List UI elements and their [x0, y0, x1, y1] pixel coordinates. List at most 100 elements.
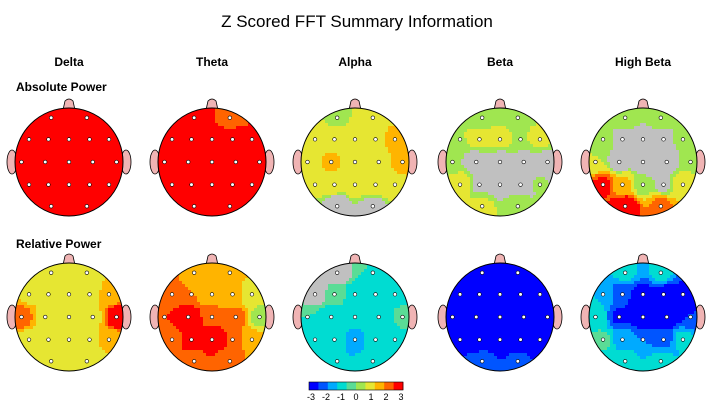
electrode-fz — [209, 137, 215, 142]
electrode-f8 — [537, 137, 543, 142]
electrode-c3 — [474, 314, 479, 320]
electrode-f3 — [620, 137, 625, 142]
electrode-f7 — [312, 292, 318, 297]
electrode-pz — [66, 182, 72, 187]
electrode-c4 — [376, 159, 381, 165]
electrode-fp2 — [84, 115, 89, 120]
scale-tick-label: 1 — [368, 392, 373, 402]
electrode-t6 — [537, 337, 543, 342]
electrode-t3 — [305, 314, 310, 320]
electrode-p3 — [332, 337, 337, 342]
electrode-fz — [640, 292, 646, 297]
electrode-t5 — [169, 182, 175, 187]
electrode-o1 — [49, 204, 54, 209]
electrode-t4 — [257, 314, 262, 320]
electrode-f4 — [373, 137, 378, 142]
head-outline — [300, 262, 410, 372]
electrode-f8 — [537, 292, 543, 297]
topomap-relative-power-delta — [6, 253, 132, 372]
electrode-fp1 — [192, 115, 197, 120]
electrode-t4 — [114, 159, 119, 165]
electrode-t6 — [680, 337, 686, 342]
electrode-o2 — [370, 204, 375, 209]
electrode-fp2 — [227, 270, 232, 275]
electrode-f3 — [332, 137, 337, 142]
electrode-p4 — [87, 337, 92, 342]
electrode-f7 — [457, 137, 463, 142]
electrode-t3 — [593, 314, 598, 320]
electrode-pz — [640, 337, 646, 342]
head-outline — [157, 107, 267, 217]
electrode-fp2 — [515, 115, 520, 120]
electrode-f8 — [680, 137, 686, 142]
electrode-f3 — [477, 137, 482, 142]
electrode-c4 — [521, 314, 526, 320]
nose-icon — [62, 98, 76, 111]
electrode-o2 — [84, 359, 89, 364]
topomap-field — [15, 108, 123, 216]
nose-icon — [205, 253, 219, 266]
electrode-pz — [352, 337, 358, 342]
electrode-t3 — [19, 159, 24, 165]
topomap-relative-power-alpha — [292, 253, 418, 372]
electrode-fp1 — [192, 270, 197, 275]
topomap-grid — [6, 98, 706, 372]
chart-title: Z Scored FFT Summary Information — [221, 12, 493, 31]
band-label-alpha: Alpha — [338, 55, 372, 69]
electrode-f8 — [392, 137, 398, 142]
electrode-o2 — [227, 359, 232, 364]
electrode-fz — [640, 137, 646, 142]
electrode-cz — [352, 314, 358, 320]
electrode-f4 — [518, 137, 523, 142]
electrode-c4 — [233, 314, 238, 320]
electrode-f8 — [249, 292, 255, 297]
electrode-f3 — [189, 137, 194, 142]
band-label-high-beta: High Beta — [615, 55, 671, 69]
nose-icon — [636, 253, 650, 266]
electrode-c3 — [617, 159, 622, 165]
electrode-f3 — [46, 137, 51, 142]
topomap-absolute-power-theta — [149, 98, 275, 217]
electrode-t5 — [26, 182, 32, 187]
electrode-o1 — [623, 359, 628, 364]
electrode-f4 — [230, 137, 235, 142]
electrode-o2 — [84, 204, 89, 209]
electrode-o1 — [192, 359, 197, 364]
electrode-cz — [497, 314, 503, 320]
electrode-c3 — [186, 314, 191, 320]
topomap-absolute-power-alpha — [292, 98, 418, 217]
electrode-p4 — [373, 182, 378, 187]
electrode-f8 — [106, 292, 112, 297]
electrode-p4 — [518, 337, 523, 342]
electrode-c3 — [474, 159, 479, 165]
scale-swatch — [337, 382, 347, 390]
electrode-t4 — [400, 314, 405, 320]
head-outline — [588, 107, 698, 217]
band-label-theta: Theta — [196, 55, 228, 69]
electrode-t3 — [305, 159, 310, 165]
electrode-t4 — [400, 159, 405, 165]
electrode-f7 — [169, 137, 175, 142]
scale-swatch — [346, 382, 357, 390]
electrode-f4 — [87, 137, 92, 142]
electrode-t5 — [600, 182, 606, 187]
electrode-t6 — [249, 182, 255, 187]
electrode-p3 — [46, 337, 51, 342]
electrode-c4 — [664, 314, 669, 320]
electrode-f7 — [600, 292, 606, 297]
electrode-t5 — [169, 337, 175, 342]
topomap-relative-power-high-beta — [580, 253, 706, 372]
electrode-p4 — [661, 337, 666, 342]
scale-swatch — [365, 382, 376, 390]
scale-outline — [308, 381, 404, 391]
electrode-f8 — [680, 292, 686, 297]
electrode-fp1 — [49, 270, 54, 275]
electrode-c3 — [43, 314, 48, 320]
electrode-fp2 — [658, 270, 663, 275]
electrode-f7 — [26, 292, 32, 297]
head-outline — [588, 262, 698, 372]
electrode-p4 — [661, 182, 666, 187]
scale-tick-label: 0 — [353, 392, 358, 402]
electrode-o1 — [335, 204, 340, 209]
electrode-p4 — [87, 182, 92, 187]
